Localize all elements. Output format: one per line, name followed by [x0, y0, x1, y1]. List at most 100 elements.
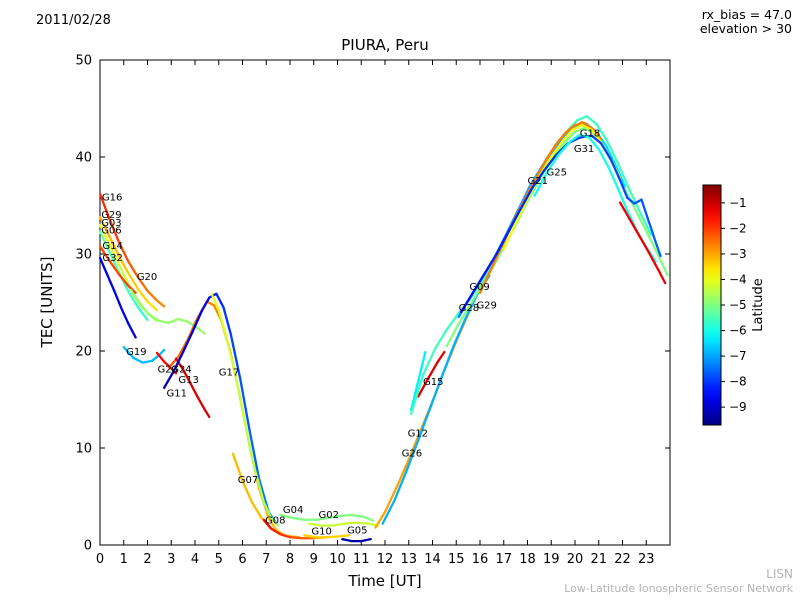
track-segment	[167, 317, 180, 325]
satellite-label-G23: G23	[157, 364, 177, 375]
track-segment	[269, 516, 280, 527]
track-segment	[200, 296, 211, 312]
track-segment	[250, 501, 263, 519]
satellite-label-G29: G29	[101, 210, 121, 221]
track-segment	[409, 374, 425, 416]
satellite-track-G10	[303, 534, 351, 539]
track-segment	[647, 219, 657, 244]
satellite-track-G04	[279, 513, 375, 522]
track-segment	[117, 241, 130, 263]
satellite-label-G14: G14	[102, 241, 122, 252]
track-segment	[360, 538, 372, 543]
track-segment	[307, 522, 323, 527]
y-tick-label: 50	[75, 54, 92, 69]
track-segment	[288, 536, 304, 540]
track-segment	[243, 421, 256, 469]
watermark-network-name: Low-Latitude Ionospheric Sensor Network	[564, 582, 793, 595]
track-segment	[108, 235, 121, 258]
track-segment	[436, 350, 446, 364]
track-segment	[117, 273, 130, 288]
track-segment	[181, 330, 194, 354]
track-segment	[155, 351, 166, 363]
track-segment	[426, 361, 439, 381]
track-segment	[409, 389, 418, 412]
track-segment	[177, 338, 190, 358]
satellite-track-G29	[98, 215, 159, 312]
track-segment	[355, 521, 370, 525]
track-segment	[129, 288, 142, 307]
track-segment	[428, 375, 444, 410]
track-segment	[592, 128, 603, 141]
track-segment	[241, 479, 254, 504]
track-segment	[564, 130, 577, 143]
satellite-label-G10: G10	[311, 526, 331, 537]
satellite-track-G15	[417, 350, 446, 398]
satellite-label-G05: G05	[347, 525, 367, 536]
satellite-track-G28	[445, 126, 669, 348]
plot-title: PIURA, Peru	[341, 36, 428, 54]
track-segment	[98, 256, 109, 276]
satellite-label-G26: G26	[402, 449, 422, 460]
track-segment	[122, 345, 135, 359]
track-segment	[98, 245, 111, 262]
track-segment	[502, 221, 517, 251]
track-segment	[326, 514, 342, 519]
satellite-label-G07: G07	[238, 475, 258, 486]
track-segment	[514, 197, 529, 225]
track-segment	[203, 408, 211, 419]
x-tick-label: 2	[143, 552, 151, 567]
track-segment	[113, 289, 123, 310]
elevation-filter: elevation > 30	[700, 21, 792, 36]
track-segment	[421, 347, 437, 377]
track-segment	[146, 300, 159, 312]
track-segment	[98, 230, 111, 254]
x-tick-label: 14	[424, 552, 441, 567]
track-segment	[98, 223, 111, 246]
satellite-label-G32: G32	[102, 253, 122, 264]
x-tick-label: 18	[519, 552, 536, 567]
colorbar-tick-label: −4	[729, 272, 747, 286]
track-segment	[417, 407, 432, 442]
track-segment	[269, 527, 282, 536]
track-segment	[222, 306, 232, 335]
track-segment	[576, 115, 589, 122]
colorbar-tick-label: −6	[729, 324, 747, 338]
track-segment	[148, 313, 161, 323]
satellite-label-G28: G28	[459, 303, 479, 314]
track-segment	[108, 243, 121, 266]
track-segment	[343, 521, 358, 525]
y-tick-label: 40	[75, 151, 92, 166]
track-segment	[215, 292, 225, 309]
track-segment	[279, 533, 292, 539]
satellite-label-G03: G03	[101, 218, 121, 229]
track-segment	[483, 252, 498, 275]
track-segment	[571, 123, 584, 131]
track-segment	[507, 208, 522, 233]
track-segment	[338, 534, 351, 538]
track-segment	[604, 137, 619, 164]
track-segment	[395, 458, 410, 488]
x-tick-label: 1	[120, 552, 128, 567]
track-segment	[595, 122, 608, 140]
satellite-label-G24: G24	[171, 364, 191, 375]
track-segment	[393, 470, 408, 502]
satellite-track-G17	[210, 292, 280, 527]
colorbar-gradient	[702, 184, 722, 426]
colorbar-label: Latitude	[751, 278, 766, 332]
track-segment	[590, 128, 603, 144]
track-segment	[545, 143, 558, 161]
track-segment	[210, 292, 220, 312]
satellite-label-G12: G12	[408, 428, 428, 439]
track-segment	[640, 214, 653, 236]
track-segment	[471, 272, 486, 294]
track-segment	[440, 344, 456, 378]
track-segment	[139, 304, 152, 317]
x-tick-label: 4	[191, 552, 199, 567]
track-segment	[136, 276, 149, 293]
track-segment	[127, 322, 137, 339]
satellite-label-G17: G17	[219, 367, 239, 378]
track-segment	[414, 370, 422, 392]
x-tick-label: 11	[353, 552, 370, 567]
satellite-track-G20	[129, 288, 206, 335]
y-tick-label: 30	[75, 248, 92, 263]
